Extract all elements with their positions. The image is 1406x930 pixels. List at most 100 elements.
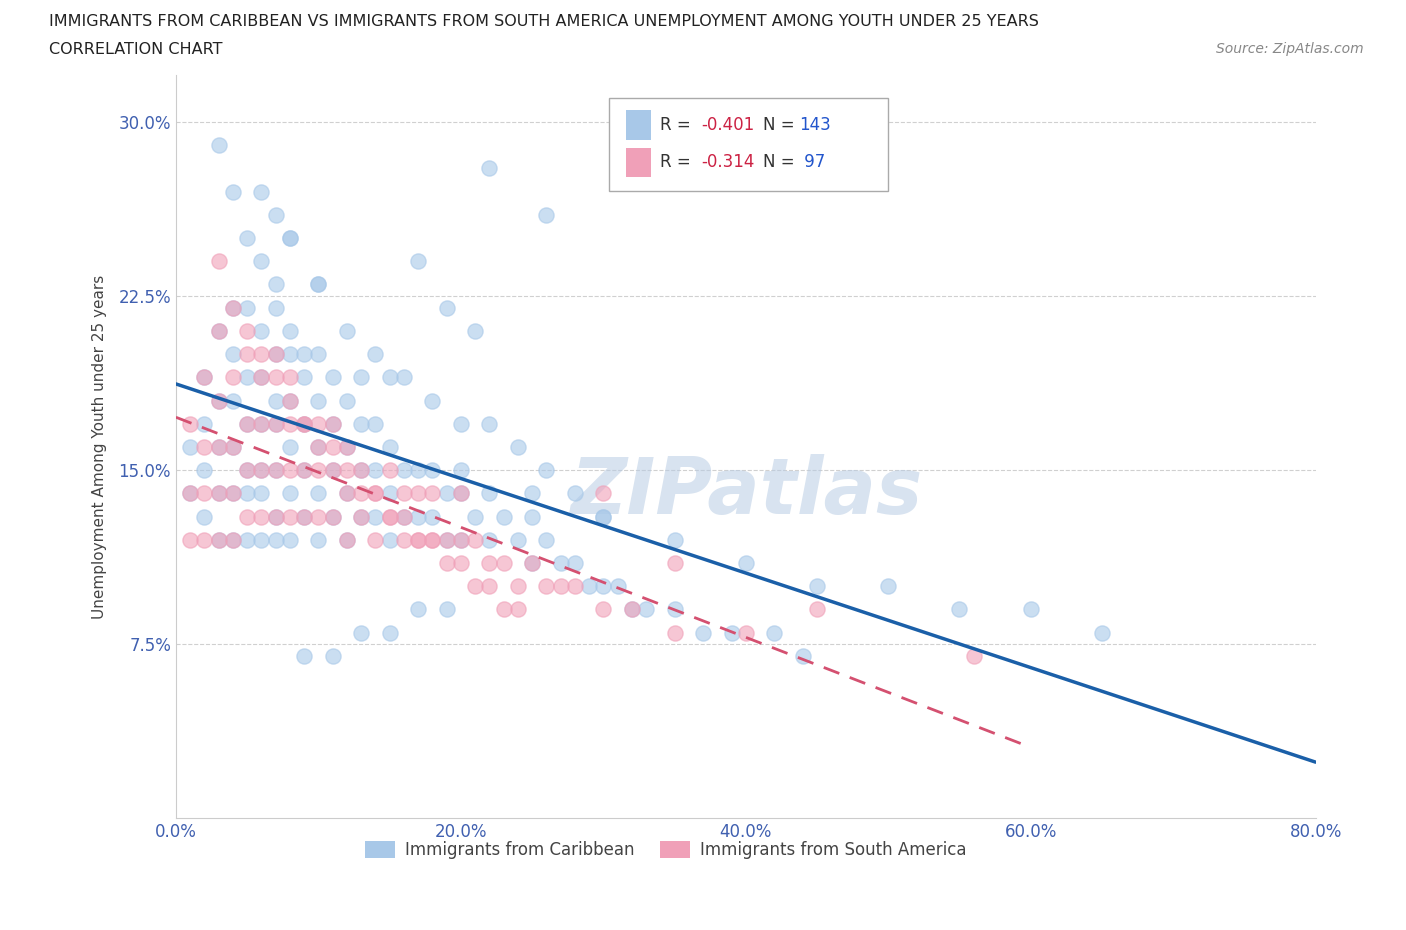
Point [322,648,344,663]
Point [506,440,529,455]
Point [763,625,786,640]
Point [222,393,245,408]
Point [322,417,344,432]
Point [422,463,444,478]
Point [550,555,572,570]
Point [364,463,387,478]
Point [236,347,259,362]
Point [436,300,458,315]
Point [292,648,315,663]
Point [406,254,429,269]
Legend: Immigrants from Caribbean, Immigrants from South America: Immigrants from Caribbean, Immigrants fr… [359,834,973,866]
Point [436,602,458,617]
Point [606,578,628,593]
Point [292,347,315,362]
Point [406,463,429,478]
Point [478,532,501,547]
Point [792,648,814,663]
Y-axis label: Unemployment Among Youth under 25 years: Unemployment Among Youth under 25 years [93,275,107,619]
Point [193,510,215,525]
Point [264,463,287,478]
Point [264,277,287,292]
Point [364,347,387,362]
Point [436,532,458,547]
Point [208,138,231,153]
Point [336,324,359,339]
Point [506,602,529,617]
Point [350,417,373,432]
Point [378,532,401,547]
Point [406,486,429,501]
Point [806,602,828,617]
Point [692,625,714,640]
Point [378,510,401,525]
Point [250,463,273,478]
Point [278,324,301,339]
Point [620,602,643,617]
Point [536,532,558,547]
Point [236,417,259,432]
Point [179,486,201,501]
Point [422,393,444,408]
Point [392,510,415,525]
Point [336,440,359,455]
Point [236,463,259,478]
Point [450,555,472,570]
Point [520,486,543,501]
Point [478,161,501,176]
Point [208,486,231,501]
Point [450,486,472,501]
Point [307,510,329,525]
Point [193,417,215,432]
Point [406,532,429,547]
Point [222,300,245,315]
Point [307,417,329,432]
Point [236,324,259,339]
Point [422,486,444,501]
Point [478,417,501,432]
Point [222,532,245,547]
Text: -0.314: -0.314 [702,153,755,171]
Point [422,532,444,547]
Point [222,440,245,455]
Point [378,625,401,640]
Point [364,417,387,432]
Point [292,417,315,432]
FancyBboxPatch shape [626,148,651,178]
Point [307,277,329,292]
Text: N =: N = [763,116,800,134]
Point [208,393,231,408]
Point [278,393,301,408]
Point [564,578,586,593]
Point [592,510,614,525]
Point [336,486,359,501]
Point [734,625,756,640]
Point [406,532,429,547]
Point [264,532,287,547]
Point [634,602,657,617]
Point [250,417,273,432]
Point [336,393,359,408]
Text: R =: R = [661,153,696,171]
Point [307,532,329,547]
Point [720,625,742,640]
Point [208,440,231,455]
Point [336,463,359,478]
Point [278,440,301,455]
Point [392,510,415,525]
Point [350,625,373,640]
Point [378,510,401,525]
Point [278,486,301,501]
Point [278,231,301,246]
Point [1019,602,1042,617]
Point [392,532,415,547]
Point [193,370,215,385]
Point [506,532,529,547]
Point [250,254,273,269]
Point [592,578,614,593]
Point [492,555,515,570]
Point [478,555,501,570]
Point [806,578,828,593]
Point [378,440,401,455]
Point [236,370,259,385]
